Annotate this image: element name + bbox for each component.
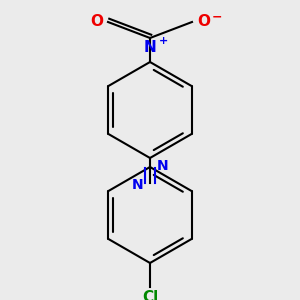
Text: O: O	[197, 14, 210, 28]
Text: O: O	[90, 14, 103, 28]
Text: −: −	[212, 11, 223, 23]
Text: +: +	[159, 36, 168, 46]
Text: N: N	[144, 40, 156, 55]
Text: N: N	[157, 159, 169, 173]
Text: Cl: Cl	[142, 290, 158, 300]
Text: N: N	[131, 178, 143, 192]
